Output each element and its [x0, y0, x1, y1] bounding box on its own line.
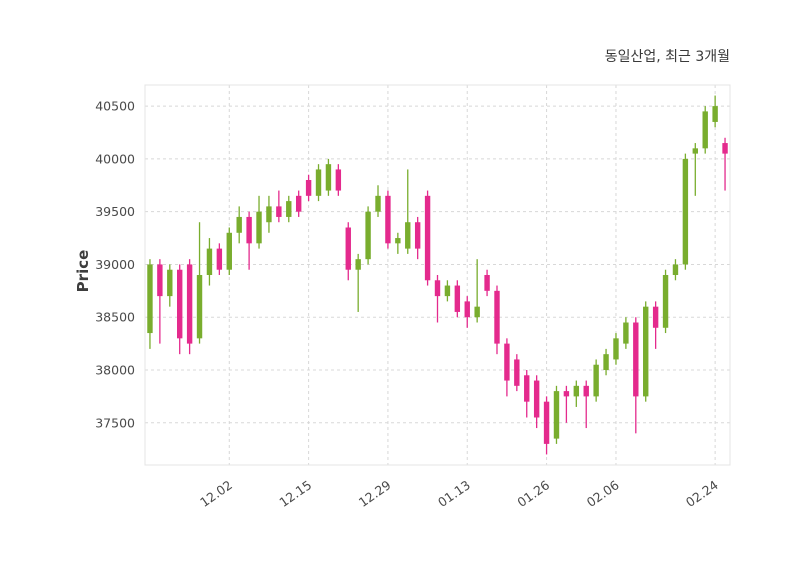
candle-body-up	[315, 169, 322, 196]
y-tick-label: 37500	[95, 415, 135, 430]
candle-body-down	[464, 301, 470, 318]
candle-body-up	[643, 306, 649, 397]
candle-body-up	[355, 259, 361, 270]
candle-body-down	[543, 401, 550, 444]
candle-body-down	[385, 195, 391, 244]
candle-body-up	[266, 206, 272, 223]
candle-body-up	[375, 195, 381, 212]
candle-body-up	[474, 306, 480, 318]
plot-border	[144, 84, 731, 466]
candle-body-down	[424, 195, 431, 281]
candle-body-up	[662, 275, 669, 328]
candle-body-down	[494, 290, 500, 344]
y-tick-label: 39000	[95, 257, 135, 272]
candle-body-up	[196, 275, 203, 339]
x-tick-label: 01.13	[435, 477, 473, 510]
candle-body-down	[583, 385, 589, 397]
chart-title: 동일산업, 최근 3개월	[604, 49, 730, 65]
candle-body-up	[603, 354, 609, 370]
candle-body-up	[226, 232, 232, 270]
x-tick-label: 02.06	[584, 477, 622, 510]
candle-body-up	[236, 216, 242, 233]
candle-body-up	[147, 264, 153, 334]
candle-body-down	[276, 206, 282, 217]
x-tick-label: 12.15	[276, 477, 314, 510]
y-tick-label: 38000	[95, 363, 135, 378]
candle-body-down	[177, 269, 183, 339]
candle-body-down	[345, 227, 351, 270]
candle-body-down	[514, 359, 520, 386]
candle-body-down	[216, 248, 223, 270]
candle-body-down	[633, 322, 639, 397]
candle-body-down	[305, 180, 312, 196]
candle-body-down	[157, 264, 163, 297]
candle-body-up	[613, 338, 619, 360]
candle-body-down	[335, 169, 342, 191]
x-tick-label: 12.02	[197, 477, 235, 510]
candle-body-up	[405, 222, 411, 249]
candle-body-down	[504, 343, 510, 381]
candle-body-down	[186, 264, 193, 344]
candle-body-up	[206, 248, 213, 275]
candle-body-up	[593, 364, 599, 397]
candle-body-up	[444, 285, 451, 297]
candle-body-up	[702, 111, 708, 149]
candle-body-up	[167, 269, 173, 297]
candle-body-up	[623, 322, 629, 344]
candle-body-down	[246, 216, 252, 244]
candle-body-down	[524, 375, 530, 402]
candle-body-down	[722, 143, 728, 154]
candle-body-down	[484, 275, 490, 291]
candle-body-up	[573, 385, 580, 397]
y-tick-label: 39500	[95, 204, 135, 219]
y-tick-label: 38500	[95, 310, 135, 325]
candle-body-up	[682, 158, 689, 265]
x-tick-label: 12.29	[356, 477, 394, 510]
y-tick-label: 40500	[95, 99, 135, 114]
candle-body-down	[533, 380, 540, 418]
candle-body-down	[434, 280, 441, 297]
candle-body-down	[563, 391, 570, 397]
y-tick-label: 40000	[95, 151, 135, 166]
candle-body-up	[256, 211, 262, 244]
candle-body-up	[395, 238, 401, 244]
candle-body-up	[672, 264, 679, 275]
candle-body-down	[295, 195, 302, 212]
candle-body-up	[692, 148, 698, 154]
x-tick-label: 02.24	[683, 477, 721, 510]
candle-body-up	[712, 106, 718, 122]
candle-body-up	[286, 201, 292, 217]
x-tick-label: 01.26	[514, 477, 552, 510]
candle-body-down	[454, 285, 461, 312]
candle-body-down	[414, 222, 421, 249]
candle-body-up	[553, 391, 560, 439]
candle-body-down	[652, 306, 659, 328]
candle-body-up	[365, 211, 371, 260]
candle-body-up	[325, 164, 332, 191]
